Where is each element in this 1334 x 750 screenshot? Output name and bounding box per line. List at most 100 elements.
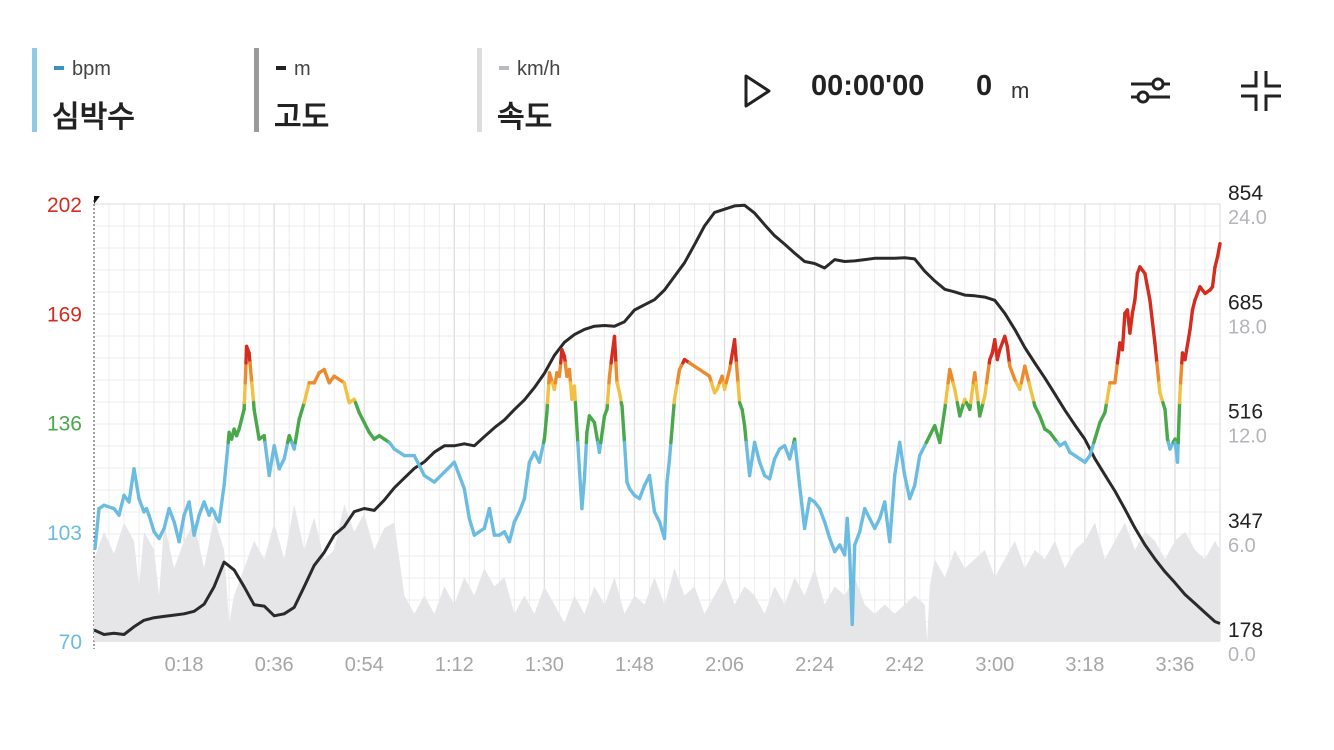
heart-rate-segment	[948, 367, 955, 385]
heart-rate-segment	[576, 440, 582, 471]
y-tick-altitude: 178	[1228, 619, 1263, 642]
y-tick-heart-rate: 70	[59, 631, 82, 654]
heart-rate-segment	[302, 381, 311, 405]
heart-rate-segment	[918, 444, 927, 458]
heart-rate-segment	[672, 381, 679, 401]
heart-rate-segment	[615, 381, 622, 395]
heart-rate-segment	[267, 444, 276, 478]
heart-rate-segment	[567, 367, 573, 385]
collapse-icon	[1241, 71, 1281, 111]
heart-rate-segment	[572, 384, 578, 405]
heart-rate-segment	[599, 414, 607, 445]
legend-speed[interactable]: km/h 속도	[477, 48, 697, 134]
legend-altitude-unit-text: m	[294, 58, 311, 80]
x-tick-label: 0:36	[255, 654, 294, 676]
speed-area-layer	[94, 504, 1220, 641]
playback-distance-unit: m	[1011, 78, 1030, 103]
x-tick-label: 3:00	[975, 654, 1014, 676]
heart-rate-segment	[517, 496, 527, 514]
x-tick-label: 3:36	[1155, 654, 1194, 676]
heart-rate-segment	[817, 506, 827, 524]
heart-rate-segment	[828, 536, 837, 554]
heart-rate-segment	[237, 417, 244, 431]
heart-rate-segment	[1210, 265, 1217, 289]
settings-button[interactable]	[1128, 74, 1174, 106]
legend-speed-bar	[477, 48, 482, 132]
heart-rate-segment	[793, 440, 802, 488]
heart-rate-segment	[974, 381, 980, 405]
heart-rate-segment	[457, 473, 466, 491]
heart-rate-segment	[742, 424, 748, 445]
collapse-button[interactable]	[1238, 68, 1284, 114]
heart-rate-segment	[724, 367, 732, 385]
heart-rate-segment	[1104, 381, 1112, 405]
x-tick-label: 2:06	[705, 654, 744, 676]
heart-rate-segment	[662, 480, 669, 541]
heart-rate-segment	[802, 496, 812, 531]
heart-rate-segment	[277, 457, 286, 471]
heart-rate-segment	[953, 387, 959, 405]
heart-rate-segment	[1193, 285, 1202, 302]
heart-rate-segment	[1028, 384, 1036, 405]
playhead-marker[interactable]	[94, 196, 100, 204]
heart-rate-segment	[1213, 255, 1220, 269]
x-tick-label: 0:54	[345, 654, 384, 676]
heart-rate-line-layer	[93, 241, 1222, 627]
heart-rate-segment	[442, 460, 456, 474]
heart-rate-segment	[117, 493, 126, 517]
heart-rate-segment	[1005, 344, 1012, 365]
heart-rate-segment	[908, 483, 917, 501]
heart-rate-segment	[1098, 410, 1107, 425]
legend-heart-rate-name: 심박수	[52, 101, 135, 134]
heart-rate-segment	[1033, 404, 1042, 418]
heart-rate-segment	[297, 400, 306, 421]
heart-rate-segment	[637, 483, 647, 501]
legend-speed-unit-text: km/h	[517, 58, 561, 80]
legend-altitude[interactable]: m 고도	[254, 48, 474, 134]
heart-rate-segment	[342, 381, 351, 405]
playback-distance-value: 0	[976, 70, 993, 102]
heart-rate-segment	[736, 381, 742, 405]
x-tick-label: 2:42	[885, 654, 924, 676]
heart-rate-segment	[853, 530, 862, 547]
heart-rate-segment	[969, 381, 976, 405]
heart-rate-segment	[943, 381, 950, 405]
heart-rate-segment	[467, 516, 476, 537]
heart-rate-segment	[958, 400, 966, 418]
heart-rate-segment	[1215, 241, 1222, 259]
play-button[interactable]	[740, 72, 774, 110]
play-icon	[744, 74, 771, 108]
heart-rate-segment	[357, 410, 366, 425]
heart-rate-segment	[452, 460, 461, 478]
heart-rate-segment	[362, 420, 371, 435]
heart-rate-segment	[248, 361, 254, 385]
heart-rate-segment	[487, 506, 497, 537]
heart-rate-segment	[772, 447, 782, 461]
heart-rate-segment	[888, 473, 897, 544]
heart-rate-segment	[293, 417, 301, 445]
heart-rate-segment	[1038, 414, 1047, 431]
heart-rate-segment	[787, 440, 796, 461]
heart-rate-segment	[1176, 400, 1182, 445]
heart-rate-segment	[252, 407, 261, 441]
y-tick-altitude: 516	[1228, 401, 1263, 424]
legend-heart-rate[interactable]: bpm 심박수	[32, 48, 252, 134]
heart-rate-segment	[1158, 391, 1165, 405]
heart-rate-segment	[585, 414, 592, 435]
heart-rate-segment	[757, 460, 767, 478]
heart-rate-segment	[732, 338, 739, 365]
heart-rate-segment	[147, 513, 156, 534]
heart-rate-segment	[1155, 361, 1161, 385]
heart-rate-segment	[573, 400, 580, 445]
heart-rate-segment	[1133, 271, 1140, 302]
x-tick-label: 2:24	[795, 654, 834, 676]
legend-altitude-bar	[254, 48, 259, 132]
heart-rate-segment	[187, 500, 194, 521]
heart-rate-segment	[242, 381, 247, 405]
heart-rate-segment	[1113, 361, 1120, 385]
heart-rate-segment	[995, 348, 1002, 362]
heart-rate-segment	[250, 381, 256, 405]
heart-rate-segment	[647, 473, 657, 514]
heart-rate-segment	[217, 483, 226, 524]
